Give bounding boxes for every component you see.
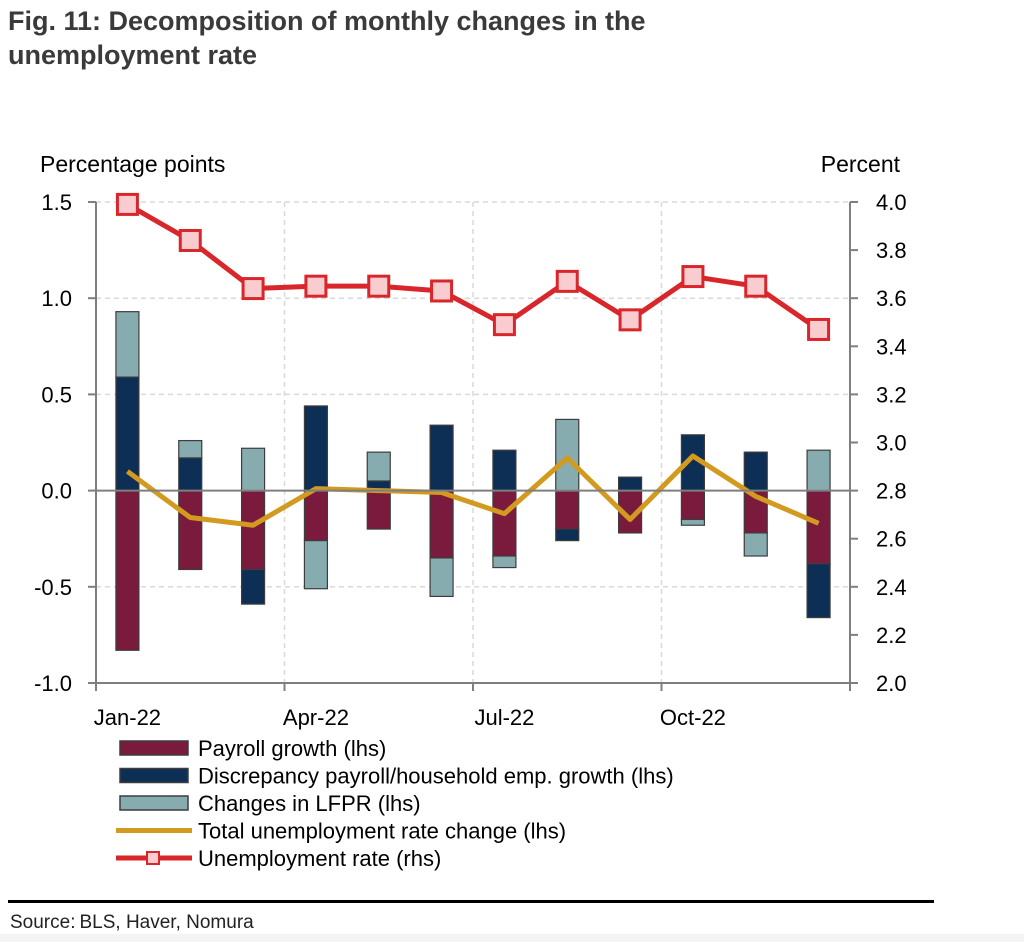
bar-discrepancy	[303, 405, 329, 492]
right-tick-label: 2.6	[876, 527, 907, 552]
legend-label: Changes in LFPR (lhs)	[198, 791, 421, 816]
axes	[88, 201, 858, 691]
legend-item: Total unemployment rate change (lhs)	[116, 819, 566, 844]
legend-swatch-discrepancy	[119, 767, 189, 784]
bar-lfpr	[178, 439, 203, 459]
left-tick-label: 0.0	[41, 479, 72, 504]
legend-label: Payroll growth (lhs)	[198, 736, 386, 761]
legend-item: Discrepancy payroll/household emp. growt…	[119, 764, 674, 789]
right-tick-label: 3.0	[876, 431, 907, 456]
unemployment-rate-marker	[115, 192, 139, 216]
left-tick-label: 1.5	[41, 190, 72, 215]
legend-label: Discrepancy payroll/household emp. growt…	[198, 764, 674, 789]
bar-lfpr	[366, 451, 391, 482]
right-tick-label: 3.4	[876, 334, 907, 359]
left-tick-label: -1.0	[34, 671, 72, 696]
legend: Payroll growth (lhs) Discrepancy payroll/…	[116, 736, 674, 871]
legend-item: Changes in LFPR (lhs)	[119, 791, 421, 816]
legend-marker-urate	[146, 851, 160, 865]
bar-discrepancy	[492, 449, 517, 492]
bar-discrepancy	[806, 563, 831, 619]
bar-lfpr	[680, 518, 706, 526]
bar-discrepancy	[617, 476, 643, 492]
source-text: BLS, Haver, Nomura	[79, 912, 254, 933]
right-tick-label: 2.2	[876, 623, 907, 648]
figure-title-line-1: Fig. 11: Decomposition of monthly change…	[8, 6, 646, 36]
right-axis-title: Percent	[821, 151, 901, 177]
left-axis-title: Percentage points	[40, 151, 225, 177]
legend-label: Unemployment rate (rhs)	[198, 846, 441, 871]
bar-discrepancy	[429, 424, 454, 492]
left-tick-label: 0.5	[41, 382, 72, 407]
bar-payroll	[115, 490, 140, 651]
bar-payroll	[806, 490, 831, 565]
bar-lfpr	[555, 418, 580, 492]
unemployment-rate-marker	[618, 308, 642, 332]
unemployment-rate-marker	[555, 269, 579, 293]
right-tick-label: 3.6	[876, 286, 907, 311]
bar-payroll	[429, 490, 454, 559]
right-tick-label: 2.4	[876, 575, 907, 600]
unemployment-rate-marker	[241, 277, 265, 301]
grid-lines	[96, 201, 850, 684]
unemployment-rate-marker	[430, 279, 454, 303]
bar-lfpr	[743, 532, 768, 557]
bar-payroll	[178, 490, 203, 571]
footer-rule	[8, 900, 934, 903]
bar-discrepancy	[178, 457, 203, 492]
series-lines	[115, 192, 831, 528]
source-label: Source:	[10, 912, 76, 933]
right-tick-label: 4.0	[876, 190, 907, 215]
unemployment-rate-marker	[744, 274, 768, 298]
decomposition-chart: 1.5 1.0 0.5 0.0 -0.5 -1.0 4.0 3.8 3.6 3.4 3.2 3.0 2.…	[34, 151, 907, 871]
bar-payroll	[240, 490, 266, 571]
unemployment-rate-marker	[681, 265, 705, 289]
x-tick-label: Oct-22	[660, 705, 726, 730]
x-tick-label: Jan-22	[94, 705, 161, 730]
x-tick-label: Apr-22	[283, 705, 349, 730]
unemployment-rate-marker	[367, 274, 391, 298]
bar-payroll	[492, 490, 517, 557]
bar-discrepancy	[240, 568, 266, 605]
legend-label: Total unemployment rate change (lhs)	[198, 819, 566, 844]
bottom-strip	[0, 934, 1024, 942]
right-tick-label: 2.0	[876, 671, 907, 696]
figure-title: Fig. 11: Decomposition of monthly change…	[8, 4, 908, 72]
bar-payroll	[366, 490, 391, 530]
right-tick-label: 2.8	[876, 479, 907, 504]
bar-discrepancy	[743, 451, 768, 492]
figure-title-line-2: unemployment rate	[8, 40, 258, 70]
source-note: Source: BLS, Haver, Nomura	[10, 912, 258, 934]
right-tick-label: 3.8	[876, 238, 907, 263]
right-tick-label: 3.2	[876, 382, 907, 407]
bar-lfpr	[429, 557, 454, 598]
bar-lfpr	[492, 555, 517, 569]
bar-payroll	[680, 490, 706, 521]
legend-swatch-payroll	[119, 740, 189, 756]
left-tick-label: 1.0	[41, 286, 72, 311]
total-change-line	[125, 453, 820, 528]
legend-swatch-lfpr	[119, 795, 189, 811]
left-tick-label: -0.5	[34, 575, 72, 600]
bar-lfpr	[806, 449, 831, 492]
bar-payroll	[303, 490, 329, 542]
bar-payroll	[555, 490, 580, 530]
unemployment-rate-marker	[304, 274, 328, 298]
bar-discrepancy	[555, 528, 580, 542]
legend-item: Payroll growth (lhs)	[119, 736, 386, 761]
bar-lfpr	[303, 540, 329, 590]
axis-labels: 1.5 1.0 0.5 0.0 -0.5 -1.0 4.0 3.8 3.6 3.4 3.2 3.0 2.…	[34, 151, 907, 730]
stacked-bars	[115, 311, 831, 651]
bar-lfpr	[240, 447, 266, 492]
bar-lfpr	[115, 311, 140, 378]
legend-item: Unemployment rate (rhs)	[116, 846, 441, 871]
unemployment-rate-marker	[807, 317, 831, 341]
unemployment-rate-marker	[492, 313, 516, 337]
x-tick-label: Jul-22	[474, 705, 534, 730]
unemployment-rate-marker	[178, 228, 202, 252]
